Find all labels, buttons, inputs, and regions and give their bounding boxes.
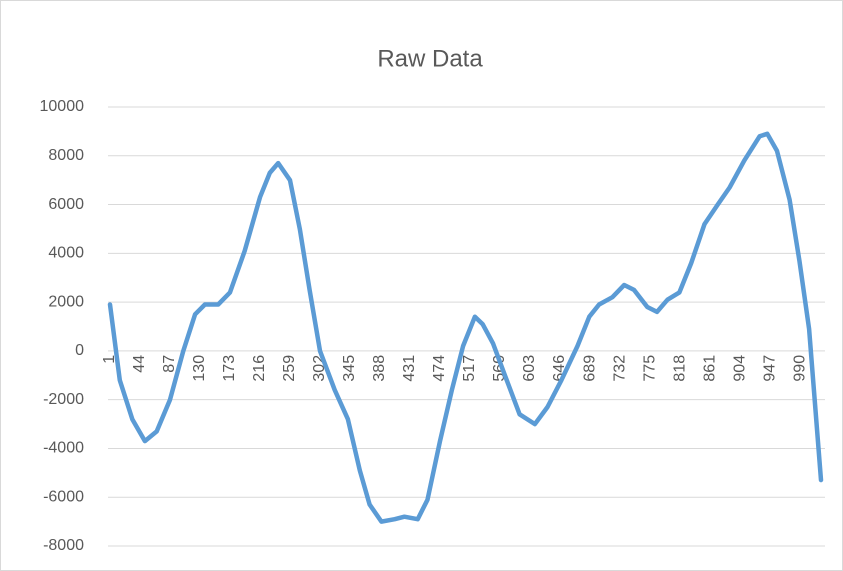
x-tick-label: 44 <box>131 355 148 373</box>
x-tick-label: 990 <box>791 355 808 382</box>
x-tick-label: 345 <box>341 355 358 382</box>
x-tick-label: 732 <box>611 355 628 382</box>
x-tick-label: 388 <box>371 355 388 382</box>
x-tick-label: 904 <box>731 355 748 382</box>
x-tick-label: 775 <box>641 355 658 382</box>
y-tick-label: -4000 <box>43 440 84 457</box>
y-tick-label: 2000 <box>48 293 84 310</box>
x-tick-label: 947 <box>761 355 778 382</box>
x-tick-label: 87 <box>161 355 178 373</box>
x-tick-label: 130 <box>191 355 208 382</box>
y-tick-label: -6000 <box>43 488 84 505</box>
x-tick-label: 1 <box>101 355 118 364</box>
y-tick-label: 4000 <box>48 245 84 262</box>
x-tick-label: 431 <box>401 355 418 382</box>
data-line <box>107 131 824 524</box>
chart-title: Raw Data <box>377 45 483 72</box>
x-tick-label: 517 <box>461 355 478 382</box>
x-tick-label: 173 <box>221 355 238 382</box>
x-tick-label: 259 <box>281 355 298 382</box>
y-tick-label: 8000 <box>48 147 84 164</box>
y-tick-label: 0 <box>75 342 84 359</box>
y-tick-label: 6000 <box>48 196 84 213</box>
y-tick-label: -8000 <box>43 537 84 554</box>
x-tick-label: 216 <box>251 355 268 382</box>
y-tick-label: 10000 <box>40 98 85 115</box>
x-tick-label: 603 <box>521 355 538 382</box>
x-tick-label: 818 <box>671 355 688 382</box>
y-tick-label: -2000 <box>43 391 84 408</box>
x-tick-label: 861 <box>701 355 718 382</box>
x-tick-label: 474 <box>431 355 448 382</box>
x-tick-label: 689 <box>581 355 598 382</box>
